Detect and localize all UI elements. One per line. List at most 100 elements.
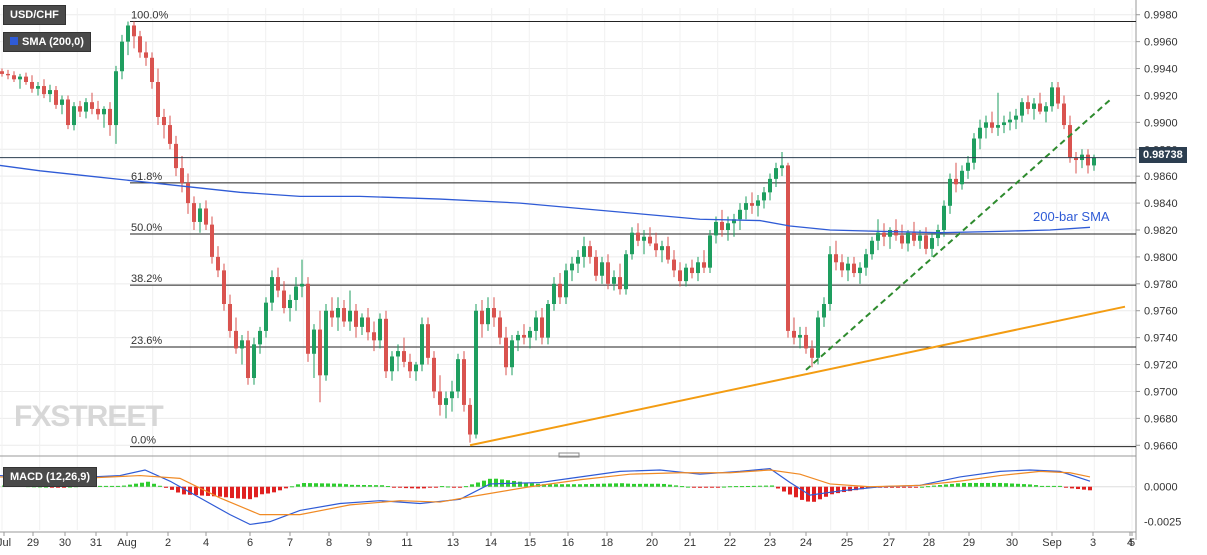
macd-histogram-bar [218,486,222,497]
x-tick-label: 16 [562,537,574,549]
candle-body [84,102,88,112]
macd-histogram-bar [1076,486,1080,490]
macd-histogram-bar [50,486,54,488]
macd-histogram-bar [548,484,552,487]
candle-body [78,106,82,112]
panel-resize-handle [558,452,580,458]
support-trendline [469,305,1126,447]
candle-body [0,71,4,74]
macd-histogram-bar [230,486,234,499]
macd-histogram-bar [1004,483,1008,487]
macd-badge: MACD (12,26,9) [3,467,98,487]
macd-histogram-bar [206,486,210,496]
macd-histogram-bar [524,482,528,487]
candle-body [612,277,616,284]
y-tick-label: 0.9860 [1144,171,1178,183]
candle-body [768,178,772,193]
candle-body [6,73,10,76]
macd-histogram-bar [656,483,660,487]
fibonacci-levels: 100.0% 61.8% 50.0% 38.2% 23.6% 0.0% [130,9,1136,448]
candle-body [396,351,400,357]
macd-histogram-bar [644,483,648,487]
macd-histogram-bar [266,486,270,494]
candle-body [1056,87,1060,104]
x-tick-label: Sep [1042,537,1062,549]
macd-tick-label: -0.0025 [1144,517,1181,529]
macd-histogram-bar [560,484,564,487]
candle-body [1092,157,1096,166]
symbol-badge: USD/CHF [3,5,66,25]
macd-histogram-bar [68,486,72,488]
macd-histogram-bar [344,484,348,487]
candle-body [102,108,106,115]
macd-histogram-bar [356,484,360,487]
x-tick-label: 13 [447,537,459,549]
macd-histogram-bar [704,486,708,488]
candle-body [36,86,40,89]
macd-histogram-bar [56,486,60,488]
x-tick-label: 6 [247,537,253,549]
candle-body [138,36,142,53]
macd-histogram-bar [458,486,462,488]
sma-annotation: 200-bar SMA [1033,209,1110,224]
macd-histogram-bar [146,481,150,487]
candle-body [228,304,232,331]
macd-histogram-bar [290,486,294,488]
candle-body [882,232,886,237]
macd-histogram-bar [488,478,492,487]
macd-histogram-bar [962,482,966,487]
candle-body [168,125,172,144]
candle-body [42,86,46,95]
candle-body [960,170,964,185]
candle-body [516,334,520,341]
y-tick-label: 0.9920 [1144,90,1178,102]
candle-body [810,348,814,358]
candle-body [642,236,646,241]
y-tick-label: 0.9680 [1144,413,1178,425]
macd-histogram-bar [296,484,300,487]
candle-body [204,208,208,225]
candle-body [72,106,76,126]
y-tick-label: 0.9980 [1144,10,1178,22]
macd-histogram-bar [104,485,108,487]
candle-body [906,232,910,244]
x-tick-label: 15 [524,537,536,549]
candle-body [948,178,952,206]
macd-histogram-bar [926,486,930,488]
x-tick-label: 7 [287,537,293,549]
macd-histogram-bar [626,483,630,487]
y-tick-label: 0.9700 [1144,386,1178,398]
macd-histogram-bar [776,486,780,489]
candle-body [1044,106,1048,112]
macd-histogram-bar [428,486,432,488]
candle-body [684,267,688,282]
macd-histogram-bar [848,486,852,492]
candle-body [930,238,934,249]
candle-body [534,317,538,331]
macd-histogram-bar [176,486,180,493]
macd-histogram-bar [632,483,636,487]
macd-histogram-bar [944,484,948,487]
macd-histogram-bar [1082,486,1086,490]
candle-body [666,246,670,260]
candle-body [1068,125,1072,158]
price-axis: 0.9660 0.9680 0.9700 0.9720 0.9740 0.9760 0.97… [1136,10,1178,452]
macd-histogram-bar [260,486,264,495]
macd-histogram-bar [638,483,642,487]
candle-body [12,75,16,80]
candle-body [852,263,856,274]
macd-histogram-bar [1046,485,1050,487]
candle-body [624,254,628,290]
candle-body [318,329,322,376]
candle-body [996,125,1000,128]
macd-histogram-bar [284,486,288,489]
macd-histogram-bar [668,484,672,487]
candle-body [30,82,34,89]
macd-histogram-bar [272,486,276,493]
fib-label: 38.2% [131,273,162,285]
candle-body [114,71,118,126]
x-tick-label: 20 [646,537,658,549]
candle-body [1038,103,1042,112]
macd-histogram-bar [44,486,48,488]
